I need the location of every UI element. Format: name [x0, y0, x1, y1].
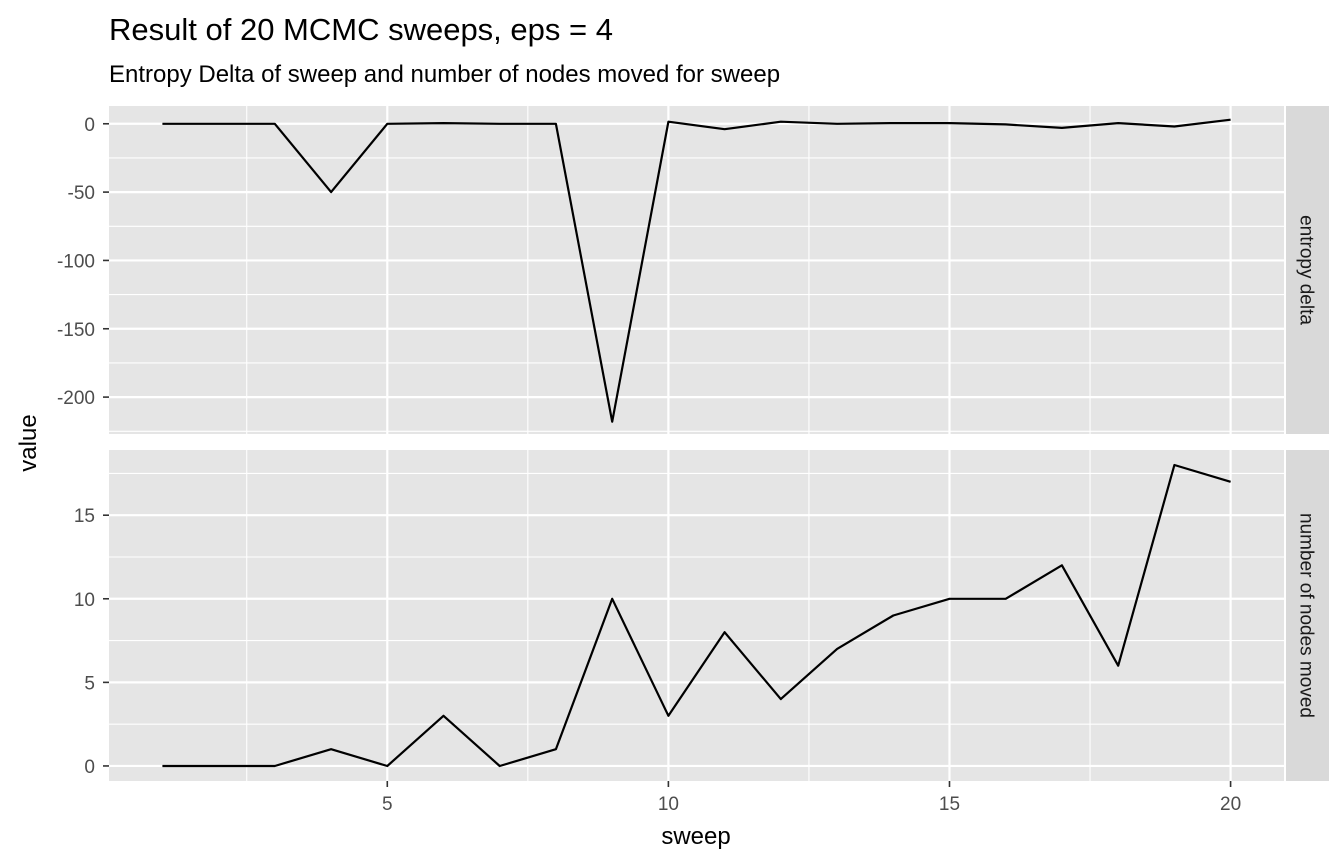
- panel-background: [109, 450, 1284, 781]
- x-tick-label: 20: [1220, 794, 1241, 815]
- x-tick-label: 5: [382, 794, 393, 815]
- panel-entropy-delta: 0 -50 -100 -150 -200 entropy delta: [57, 106, 1329, 434]
- facet-strip-label: number of nodes moved: [1296, 513, 1317, 718]
- chart-subtitle: Entropy Delta of sweep and number of nod…: [109, 61, 780, 88]
- facet-strip-label: entropy delta: [1296, 215, 1317, 325]
- y-tick-label: -100: [57, 251, 95, 272]
- y-tick-label: -150: [57, 320, 95, 341]
- y-tick-label: 10: [74, 590, 95, 611]
- y-tick-label: -200: [57, 388, 95, 409]
- y-tick-label: 15: [74, 506, 95, 527]
- y-tick-label: -50: [68, 183, 95, 204]
- series-line: [162, 118, 1231, 423]
- panel-background: [109, 106, 1284, 434]
- x-tick-label: 10: [658, 794, 679, 815]
- panel-nodes-moved: 0 5 10 15 number of nodes moved: [74, 450, 1329, 781]
- x-axis: 5 10 15 20: [382, 781, 1241, 815]
- chart-title: Result of 20 MCMC sweeps, eps = 4: [109, 12, 613, 47]
- x-axis-title: sweep: [661, 823, 730, 850]
- facet-strip: [1286, 450, 1329, 781]
- y-axis-title: value: [15, 414, 42, 471]
- y-tick-label: 5: [84, 673, 95, 694]
- y-tick-label: 0: [84, 115, 95, 136]
- facet-strip: [1286, 106, 1329, 434]
- series-line: [162, 463, 1231, 768]
- x-tick-label: 15: [939, 794, 960, 815]
- y-tick-label: 0: [84, 757, 95, 778]
